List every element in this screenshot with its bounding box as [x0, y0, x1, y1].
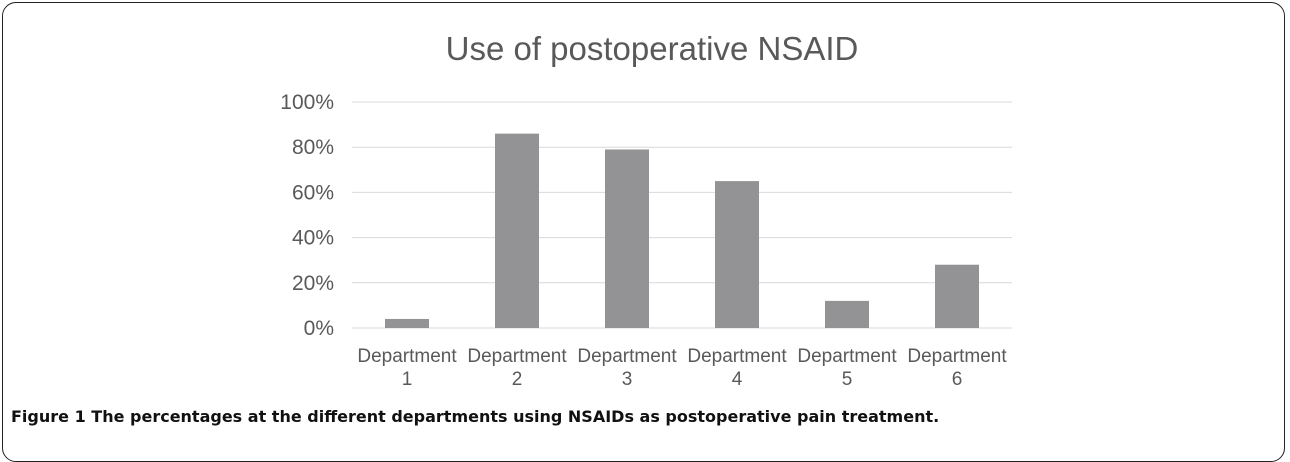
bars [385, 133, 979, 328]
y-tick-label: 20% [292, 272, 334, 295]
bar [605, 149, 649, 328]
y-tick-label: 60% [292, 181, 334, 204]
bar-chart: Use of postoperative NSAID 0% 20% 40% 60% 80… [280, 30, 1012, 390]
bar [495, 133, 539, 328]
bar [825, 300, 869, 328]
caption-text: The percentages at the different departm… [91, 407, 940, 426]
x-tick-label: Department 2 [467, 346, 567, 390]
y-tick-label: 100% [280, 91, 334, 114]
x-tick-label: Department 6 [907, 346, 1007, 390]
gridlines [352, 101, 1012, 329]
x-tick-label: Department 4 [687, 346, 787, 390]
figure-caption: Figure 1 The percentages at the differen… [11, 407, 1281, 426]
x-tick-label: Department 1 [357, 346, 457, 390]
y-tick-label: 40% [292, 227, 334, 250]
y-axis-tick-labels: 0% 20% 40% 60% 80% 100% [280, 91, 334, 340]
y-tick-label: 80% [292, 136, 334, 159]
bar [935, 264, 979, 328]
chart-title: Use of postoperative NSAID [446, 30, 859, 67]
caption-label: Figure 1 [11, 407, 86, 426]
y-tick-label: 0% [304, 317, 334, 340]
x-tick-label: Department 5 [797, 346, 897, 390]
bar [715, 181, 759, 328]
x-tick-label: Department 3 [577, 346, 677, 390]
bar [385, 318, 429, 328]
